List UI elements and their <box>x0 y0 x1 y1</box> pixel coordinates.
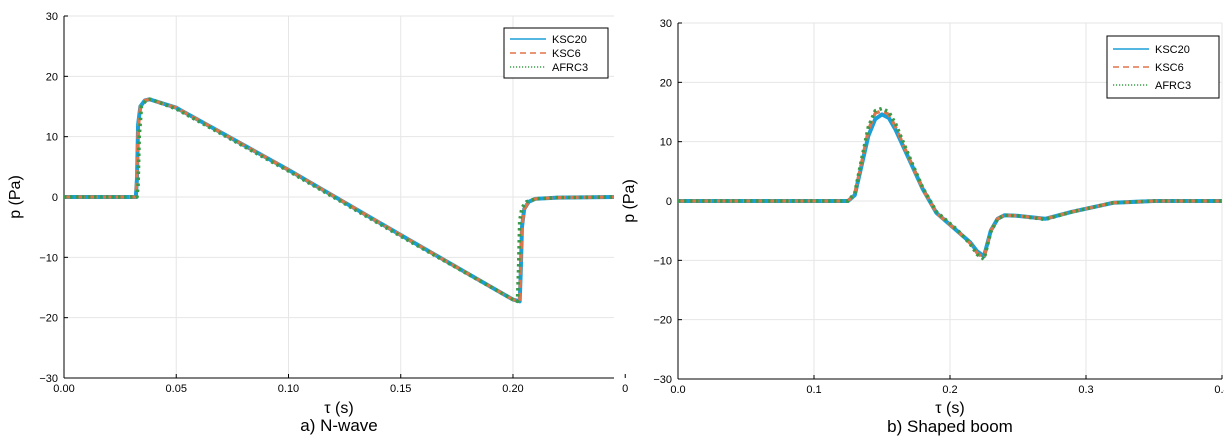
legend-label: KSC6 <box>552 48 581 60</box>
x-tick-label: 0.05 <box>166 383 187 395</box>
y-tick-label: 10 <box>660 137 672 149</box>
legend-label: AFRC3 <box>552 62 588 74</box>
x-tick-label: 0 <box>622 383 628 395</box>
chart-panel-2: 0.0 0.1 0.2 0.3 0.4 −30 −20 −10 0 10 20 30 τ (s) p (P… <box>621 18 1224 436</box>
y-tick-label: −30 <box>653 374 672 386</box>
y-tick-label: 20 <box>46 71 58 83</box>
x-tick-label: 0.4 <box>1214 384 1224 396</box>
series-line-ksc6 <box>64 97 614 303</box>
y-tick-label: −20 <box>653 315 672 327</box>
x-tick-label: 0.15 <box>390 383 411 395</box>
y-tick-label: 30 <box>46 11 58 23</box>
y-tick-label: 20 <box>660 77 672 89</box>
series-line-afrc3 <box>64 97 614 304</box>
y-tick-label: −10 <box>653 255 672 267</box>
legend-label: AFRC3 <box>1155 80 1191 92</box>
series-line-afrc3 <box>678 106 1222 261</box>
legend-label: KSC20 <box>552 34 587 46</box>
y-tick-label: 30 <box>660 18 672 30</box>
y-tick-label: −20 <box>39 313 58 325</box>
x-tick-label: 0.10 <box>278 383 299 395</box>
x-tick-label: 0.20 <box>502 383 523 395</box>
y-axis-label: p (Pa) <box>7 175 24 219</box>
y-tick-label: −30 <box>39 373 58 385</box>
y-tick-label: 10 <box>46 132 58 144</box>
x-tick-label: 0.00 <box>53 383 74 395</box>
chart-panel-1: 0.00 0.05 0.10 0.15 0.20 0 −30 −20 −10 0 10 20 30 τ (… <box>7 11 628 435</box>
x-tick-label: 0.0 <box>670 384 685 396</box>
panel-caption: b) Shaped boom <box>887 417 1013 436</box>
y-tick-label: 0 <box>666 196 672 208</box>
x-tick-label: 0.3 <box>1078 384 1093 396</box>
legend-label: KSC20 <box>1155 44 1190 56</box>
legend-label: KSC6 <box>1155 62 1184 74</box>
y-axis-label: p (Pa) <box>621 179 638 223</box>
legend: KSC20 KSC6 AFRC3 <box>1106 35 1220 99</box>
y-tick-label: 0 <box>52 192 58 204</box>
x-axis-label: τ (s) <box>324 400 353 417</box>
x-tick-label: 0.1 <box>806 384 821 396</box>
panel-caption: a) N-wave <box>300 416 377 435</box>
y-tick-label: −10 <box>39 252 58 264</box>
x-tick-label: 0.2 <box>942 384 957 396</box>
legend: KSC20 KSC6 AFRC3 <box>503 27 609 79</box>
x-axis-label: τ (s) <box>935 400 964 417</box>
